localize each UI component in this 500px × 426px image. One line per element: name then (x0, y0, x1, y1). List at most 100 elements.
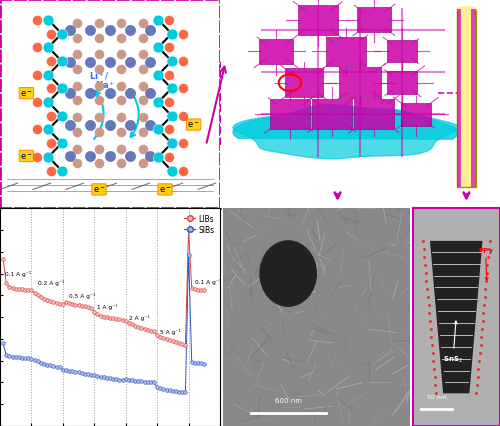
Point (428, 350, 436, 357)
Point (65, 300, 73, 307)
Point (95, 35, 103, 42)
Point (146, 59, 154, 66)
Point (109, 315, 117, 322)
Point (178, 31, 186, 38)
Point (139, 66, 147, 73)
Point (428, 334, 436, 341)
Point (478, 318, 486, 325)
Point (118, 377, 126, 383)
Point (420, 254, 428, 261)
Point (169, 388, 177, 394)
Point (95, 66, 103, 73)
Point (34, 292, 42, 299)
Point (156, 334, 164, 340)
Point (480, 310, 488, 317)
Point (421, 262, 429, 269)
Point (28, 355, 36, 362)
Point (126, 90, 134, 97)
Point (118, 317, 126, 323)
Point (122, 376, 130, 383)
Point (58, 31, 66, 38)
Point (95, 161, 103, 167)
Point (131, 377, 139, 384)
Text: e$^-$: e$^-$ (158, 185, 172, 195)
Point (150, 328, 158, 335)
Point (73, 98, 81, 105)
Text: e$^-$: e$^-$ (20, 89, 32, 99)
Point (178, 389, 186, 395)
Point (43, 297, 51, 304)
Text: 2 A g⁻¹: 2 A g⁻¹ (129, 314, 150, 320)
Point (86, 28, 94, 35)
Point (117, 115, 125, 121)
Point (430, 374, 438, 381)
Text: 600 nm: 600 nm (274, 397, 301, 403)
Point (147, 379, 155, 386)
Point (0, 256, 7, 263)
Point (166, 99, 173, 106)
Point (191, 286, 199, 293)
Point (184, 251, 192, 258)
Point (43, 362, 51, 368)
Point (156, 385, 164, 392)
Point (122, 318, 130, 325)
Point (106, 28, 114, 35)
Point (50, 363, 58, 370)
Point (73, 52, 81, 59)
Point (482, 286, 490, 293)
Point (422, 278, 430, 285)
Point (66, 59, 74, 66)
Point (154, 45, 162, 52)
Point (430, 358, 438, 365)
Point (117, 129, 125, 136)
Point (46, 58, 54, 65)
Point (81, 370, 89, 377)
Point (109, 376, 117, 383)
Point (44, 72, 52, 79)
Point (66, 28, 74, 35)
Point (480, 294, 488, 301)
Point (154, 17, 162, 24)
Point (18, 286, 26, 293)
Point (484, 254, 492, 261)
Point (28, 288, 36, 294)
Point (168, 113, 175, 120)
Point (46, 86, 54, 92)
Polygon shape (233, 108, 459, 159)
Point (474, 366, 482, 373)
Polygon shape (259, 40, 293, 65)
Text: e$^-$: e$^-$ (188, 121, 200, 130)
Text: 0.5 A g⁻¹: 0.5 A g⁻¹ (69, 292, 96, 298)
Point (150, 379, 158, 386)
Point (117, 20, 125, 27)
Point (12, 354, 20, 360)
Point (166, 45, 173, 52)
Point (432, 390, 440, 397)
Point (58, 86, 66, 92)
Polygon shape (285, 69, 323, 98)
Point (166, 337, 173, 344)
Point (59, 301, 67, 308)
Point (0, 340, 7, 347)
Point (476, 342, 484, 349)
Point (172, 339, 180, 346)
Point (46, 362, 54, 369)
Point (73, 129, 81, 136)
Point (168, 58, 175, 65)
Point (480, 302, 488, 309)
Point (34, 127, 42, 134)
Point (106, 153, 114, 160)
Point (46, 141, 54, 147)
Point (34, 358, 42, 365)
Point (473, 382, 481, 389)
Point (87, 305, 95, 311)
Point (478, 326, 486, 333)
Point (66, 90, 74, 97)
Point (117, 98, 125, 105)
Point (72, 302, 80, 308)
Point (424, 302, 432, 309)
Point (475, 358, 483, 365)
Point (154, 127, 162, 134)
Point (131, 322, 139, 329)
Point (117, 146, 125, 153)
